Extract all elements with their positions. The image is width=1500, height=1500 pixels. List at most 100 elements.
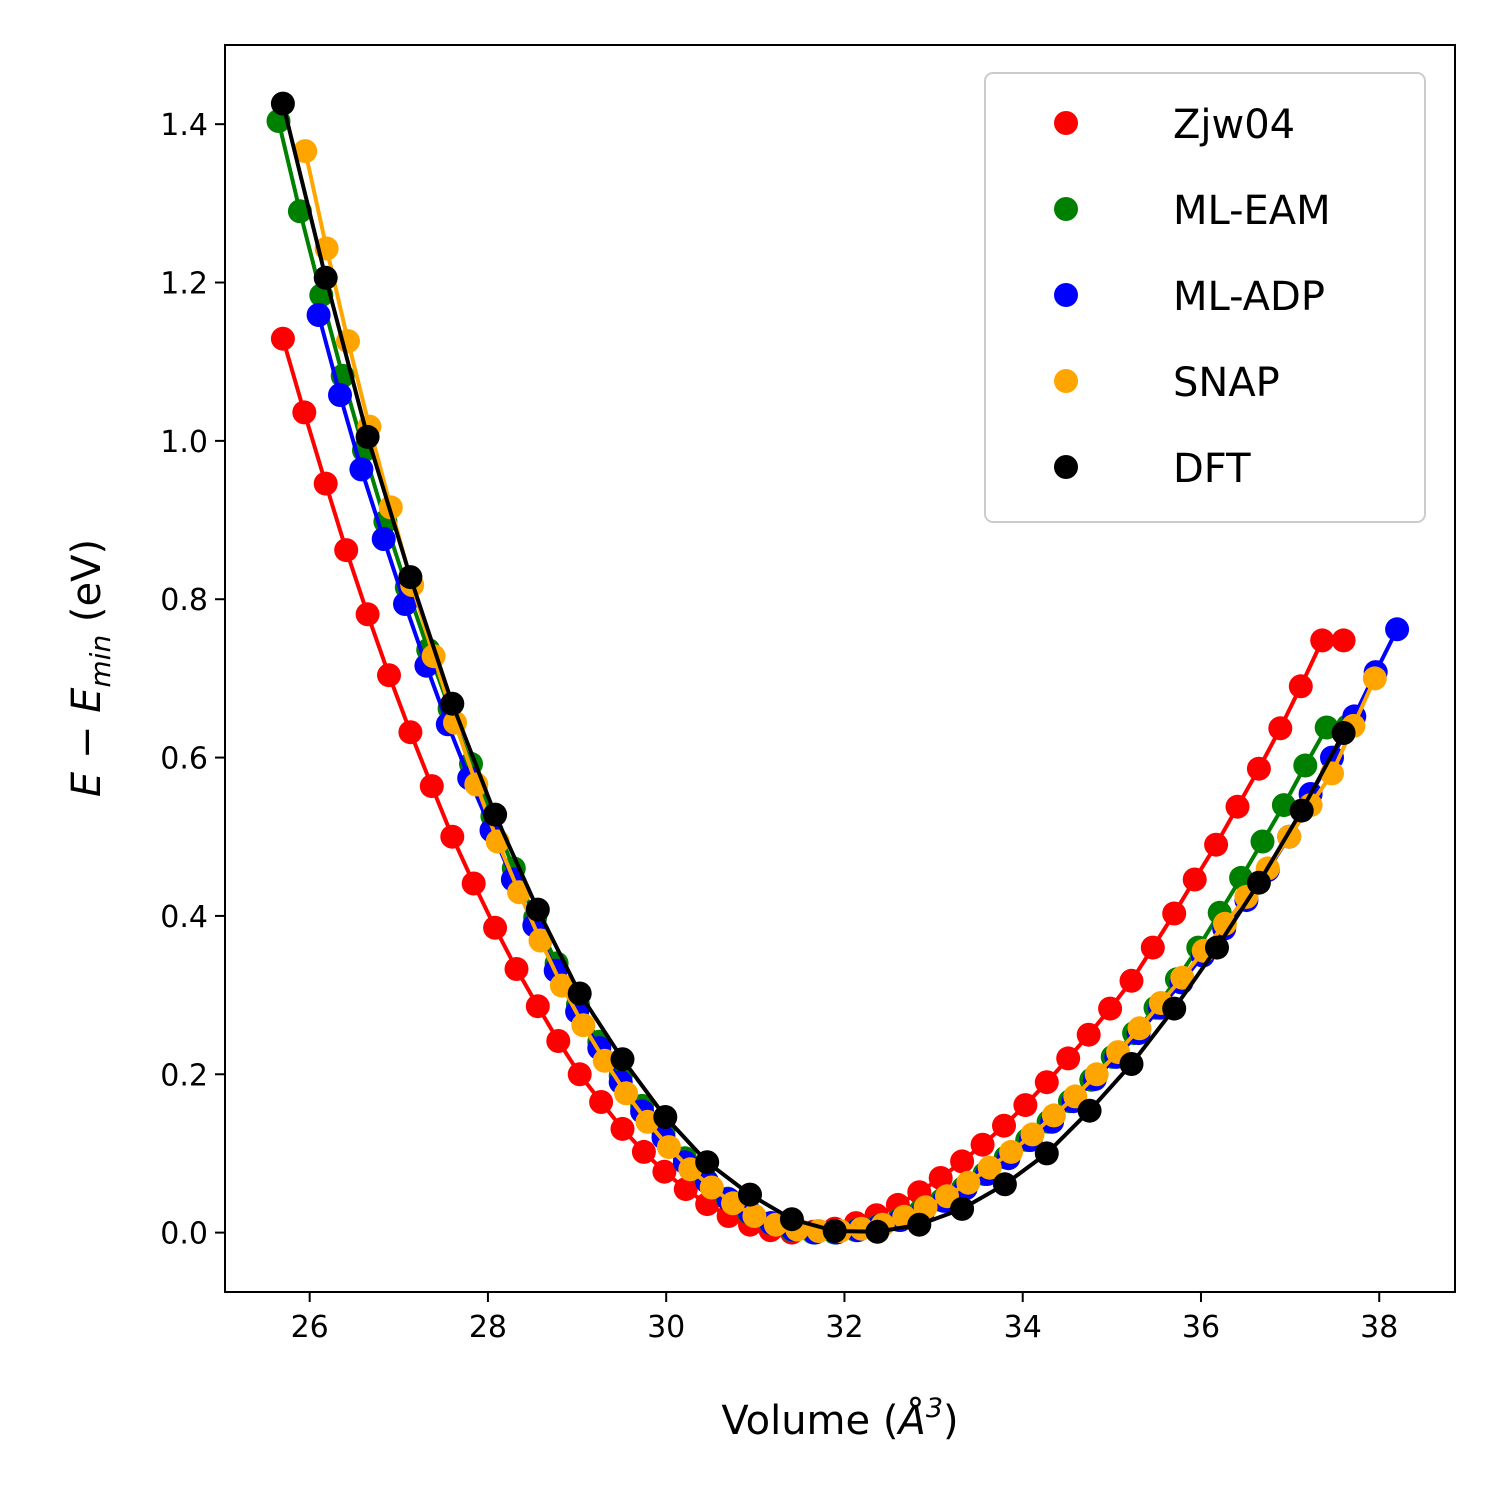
- legend-marker-ml-adp: [1054, 283, 1078, 307]
- x-tick-label: 32: [825, 1310, 863, 1345]
- data-point-zjw04: [419, 774, 444, 799]
- data-point-ml-adp: [1385, 617, 1410, 642]
- y-tick-label: 0.0: [160, 1217, 208, 1252]
- data-point-dft: [907, 1212, 932, 1237]
- series-layer: [266, 91, 1410, 1245]
- data-point-zjw04: [292, 400, 317, 425]
- data-point-dft: [738, 1182, 762, 1207]
- data-point-zjw04: [1076, 1022, 1101, 1047]
- data-point-ml-adp: [349, 457, 374, 482]
- data-point-zjw04: [1331, 628, 1356, 653]
- data-point-snap: [1041, 1103, 1066, 1128]
- y-tick-label: 0.6: [160, 742, 208, 777]
- data-point-dft: [865, 1219, 890, 1244]
- x-axis-label-exponent: 3: [926, 1393, 943, 1424]
- data-point-ml-eam: [1250, 829, 1275, 854]
- data-point-dft: [270, 91, 295, 116]
- y-tick-label: 1.2: [160, 267, 208, 302]
- y-tick-label: 0.4: [160, 900, 208, 935]
- data-point-zjw04: [546, 1029, 571, 1053]
- data-point-snap: [699, 1175, 724, 1200]
- y-axis-label-emin: E: [64, 687, 110, 713]
- legend-label-snap: SNAP: [1173, 360, 1280, 406]
- legend-label-zjw04: Zjw04: [1173, 102, 1295, 148]
- data-point-dft: [1077, 1098, 1102, 1123]
- data-point-snap: [999, 1139, 1024, 1164]
- data-point-zjw04: [1013, 1093, 1038, 1118]
- data-point-snap: [656, 1135, 681, 1160]
- y-tick-label: 1.0: [160, 425, 208, 460]
- data-point-zjw04: [1140, 935, 1165, 960]
- series-dft: [270, 91, 1356, 1244]
- data-point-zjw04: [610, 1116, 635, 1141]
- x-tick-label: 28: [469, 1310, 507, 1345]
- legend-label-ml-adp: ML-ADP: [1173, 274, 1325, 320]
- y-axis-label-minus: −: [64, 713, 110, 772]
- data-point-zjw04: [1310, 628, 1335, 653]
- data-point-zjw04: [1268, 716, 1293, 741]
- data-point-zjw04: [525, 994, 550, 1019]
- data-point-dft: [398, 565, 423, 590]
- legend-item-ml-adp: ML-ADP: [1054, 274, 1325, 320]
- data-point-ml-adp: [371, 527, 396, 551]
- data-point-ml-adp: [328, 383, 352, 407]
- legend-item-dft: DFT: [1054, 446, 1251, 492]
- data-point-ml-adp: [393, 592, 417, 616]
- data-point-dft: [1162, 996, 1187, 1021]
- data-point-snap: [1170, 965, 1195, 990]
- data-point-zjw04: [1246, 756, 1271, 781]
- data-point-dft: [653, 1105, 678, 1129]
- legend-marker-zjw04: [1054, 111, 1078, 135]
- data-point-zjw04: [461, 871, 486, 896]
- y-tick-label: 0.8: [160, 583, 208, 618]
- x-tick-label: 26: [291, 1310, 329, 1345]
- data-point-dft: [440, 691, 465, 716]
- data-point-snap: [977, 1155, 1002, 1180]
- data-point-dft: [1205, 935, 1229, 960]
- data-point-ml-adp: [306, 303, 331, 327]
- data-point-zjw04: [970, 1132, 995, 1157]
- data-point-zjw04: [313, 471, 338, 496]
- data-point-zjw04: [1034, 1070, 1059, 1095]
- legend-marker-snap: [1054, 369, 1078, 393]
- data-point-dft: [313, 265, 338, 290]
- data-point-zjw04: [1162, 901, 1187, 926]
- data-point-zjw04: [1056, 1046, 1081, 1071]
- data-point-zjw04: [992, 1113, 1016, 1138]
- data-point-zjw04: [440, 824, 465, 849]
- plot-frame: [224, 44, 1456, 1293]
- data-point-snap: [1127, 1016, 1152, 1041]
- data-point-zjw04: [950, 1149, 975, 1174]
- data-point-zjw04: [398, 720, 423, 745]
- data-point-dft: [779, 1207, 804, 1232]
- x-axis-label-prefix: Volume (: [721, 1398, 898, 1444]
- data-point-zjw04: [377, 663, 401, 688]
- legend-marker-ml-eam: [1054, 197, 1078, 221]
- data-point-zjw04: [1288, 674, 1313, 699]
- legend-marker-dft: [1054, 455, 1078, 479]
- data-point-zjw04: [1098, 996, 1123, 1021]
- data-point-snap: [1213, 911, 1237, 936]
- data-point-dft: [610, 1047, 635, 1072]
- y-axis-label-subscript: min: [84, 635, 117, 688]
- data-point-snap: [571, 1013, 596, 1038]
- data-point-dft: [1034, 1141, 1059, 1166]
- data-point-snap: [528, 928, 553, 953]
- data-point-snap: [1084, 1062, 1109, 1087]
- data-point-snap: [293, 139, 318, 164]
- data-point-zjw04: [1204, 832, 1229, 857]
- series-zjw04: [270, 326, 1356, 1245]
- data-point-dft: [1331, 721, 1356, 745]
- data-point-dft: [1246, 870, 1271, 895]
- x-axis-label-suffix: ): [943, 1398, 959, 1444]
- x-axis-label-unit: Å: [895, 1396, 925, 1444]
- data-point-dft: [1289, 798, 1314, 823]
- data-point-snap: [592, 1048, 617, 1073]
- data-point-snap: [742, 1204, 767, 1228]
- data-point-zjw04: [1225, 794, 1250, 819]
- y-axis-label-e: E: [64, 771, 110, 797]
- legend-item-zjw04: Zjw04: [1054, 102, 1295, 148]
- data-point-dft: [695, 1150, 720, 1175]
- data-point-zjw04: [334, 538, 359, 563]
